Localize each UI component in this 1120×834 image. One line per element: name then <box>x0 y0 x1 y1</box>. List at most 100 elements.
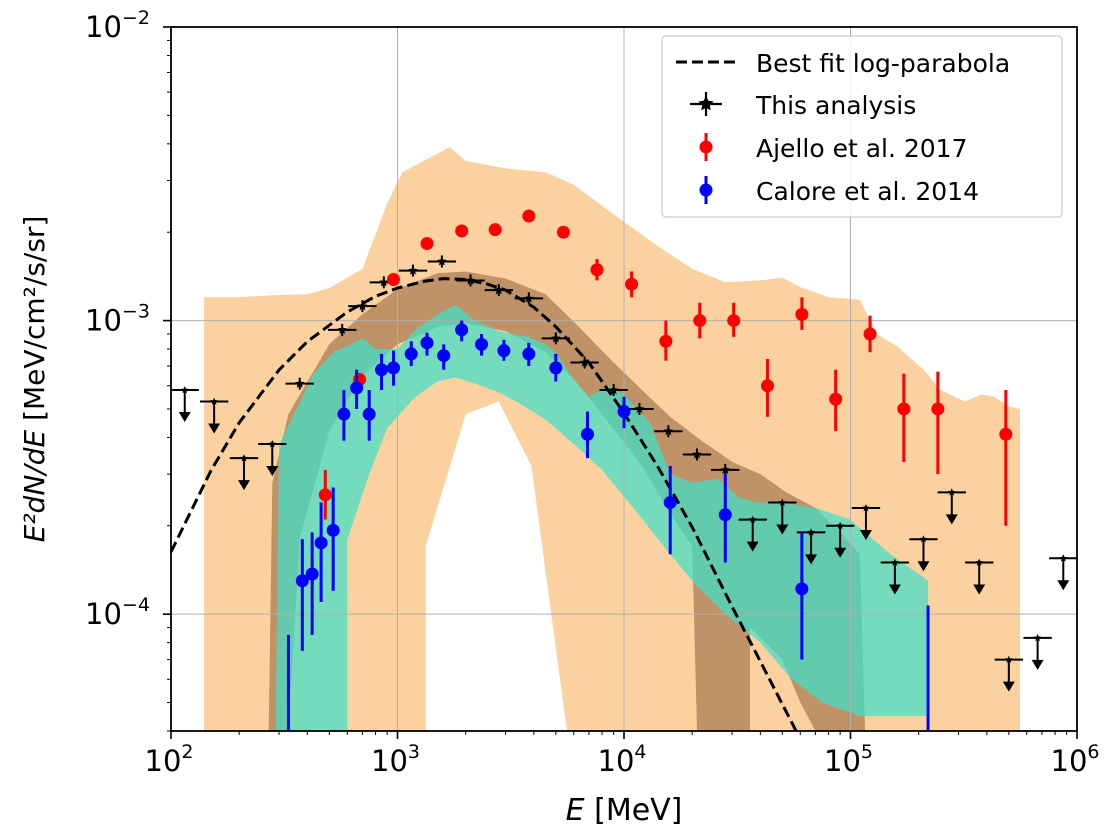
analysis-marker <box>357 301 368 311</box>
analysis-marker <box>465 275 476 285</box>
analysis-point <box>514 292 543 305</box>
calore-marker <box>580 427 594 441</box>
analysis-marker <box>551 333 561 343</box>
analysis-point <box>456 274 485 287</box>
x-tick-label: 106 <box>1051 741 1100 778</box>
ajello-point <box>590 259 604 281</box>
upper-limit-arrow <box>973 584 986 595</box>
analysis-marker <box>437 256 447 266</box>
analysis-point <box>427 255 457 268</box>
legend-label-analysis: This analysis <box>755 91 916 120</box>
calore-point <box>350 369 364 409</box>
calore-point <box>522 342 536 367</box>
ajello-point <box>625 271 639 298</box>
analysis-marker <box>692 449 702 459</box>
calore-point <box>386 350 400 386</box>
upper-limit <box>1049 554 1077 591</box>
analysis-marker <box>608 385 619 395</box>
upper-limit <box>768 498 797 535</box>
calore-point <box>455 320 469 342</box>
calore-marker <box>362 407 376 421</box>
upper-limit <box>229 454 259 491</box>
analysis-marker <box>494 285 504 295</box>
legend-analysis-marker <box>690 92 722 116</box>
calore-point <box>549 353 563 382</box>
upper-limit <box>937 488 966 525</box>
upper-limit-marker <box>240 454 248 462</box>
analysis-marker <box>408 265 418 275</box>
ajello-point <box>318 469 332 520</box>
upper-limit-arrow <box>945 514 958 525</box>
analysis-point <box>348 300 377 313</box>
upper-limit-marker <box>210 397 218 405</box>
calore-marker <box>437 349 451 363</box>
ajello-marker <box>897 402 911 416</box>
calore-marker <box>497 344 511 358</box>
x-tick-label: 105 <box>824 741 873 778</box>
ajello-point <box>727 302 741 337</box>
upper-limit-marker <box>891 558 899 566</box>
ajello-point <box>488 223 502 237</box>
calore-point <box>437 344 451 370</box>
upper-limit-arrow <box>805 554 818 565</box>
ajello-marker <box>590 263 604 277</box>
calore-marker <box>617 405 631 419</box>
fit-layer <box>171 277 798 731</box>
ajello-marker <box>659 334 673 348</box>
upper-limit-marker <box>778 498 787 506</box>
x-axis-label: E [MeV] <box>566 793 683 828</box>
upper-limit-marker <box>862 504 870 512</box>
analysis-point <box>711 463 740 476</box>
ajello-marker <box>522 209 536 223</box>
analysis-marker <box>379 277 389 287</box>
ajello-point <box>556 225 570 239</box>
upper-limit <box>796 528 826 565</box>
upper-limit-arrow <box>266 465 279 476</box>
ajello-point <box>829 369 843 432</box>
upper-limit-marker <box>975 558 983 566</box>
upper-limit-marker <box>748 515 757 523</box>
calore-marker <box>663 496 677 510</box>
upper-limit-arrow <box>746 541 759 552</box>
legend: Best fit log-parabola This analysis Ajel… <box>661 35 1063 218</box>
upper-limit-arrow <box>208 423 221 434</box>
ajello-point <box>931 371 945 475</box>
points-layer <box>171 209 1077 731</box>
upper-limit-arrow <box>178 412 191 423</box>
analysis-point <box>599 384 628 397</box>
calore-marker <box>718 508 732 522</box>
calore-marker <box>475 337 489 351</box>
calore-point <box>580 411 594 459</box>
x-tick-label: 103 <box>371 741 420 778</box>
calore-marker <box>795 582 809 596</box>
legend-calore-marker <box>699 176 713 204</box>
analysis-marker <box>663 426 674 436</box>
upper-limit-marker <box>1059 554 1068 562</box>
ajello-point <box>760 358 774 417</box>
calore-marker <box>326 523 340 537</box>
upper-limit <box>825 521 855 558</box>
upper-limit-marker <box>180 386 189 394</box>
ajello-marker <box>420 237 434 251</box>
calore-marker <box>350 381 364 395</box>
analysis-marker <box>524 293 534 303</box>
upper-limit-marker <box>268 440 277 448</box>
analysis-point <box>654 425 683 438</box>
upper-limit-marker <box>1033 633 1042 642</box>
upper-limit <box>851 504 881 540</box>
ajello-point <box>659 320 673 361</box>
calore-point <box>375 353 389 391</box>
upper-limit <box>880 558 910 595</box>
ajello-marker <box>795 307 809 321</box>
calore-point <box>663 465 677 555</box>
analysis-marker <box>337 324 347 334</box>
calore-point <box>326 487 340 591</box>
y-axis-label: E²dN/dE [MeV/cm²/s/sr] <box>18 216 51 543</box>
upper-limit-arrow <box>237 480 250 491</box>
axis-ticks: 102 103 104 105 106 10−4 10−3 10−2 <box>85 7 1100 778</box>
analysis-marker <box>634 404 645 413</box>
analysis-marker <box>579 357 590 367</box>
upper-limit-arrow <box>1057 580 1070 591</box>
ajello-marker <box>318 488 332 502</box>
ajello-marker <box>999 427 1013 441</box>
